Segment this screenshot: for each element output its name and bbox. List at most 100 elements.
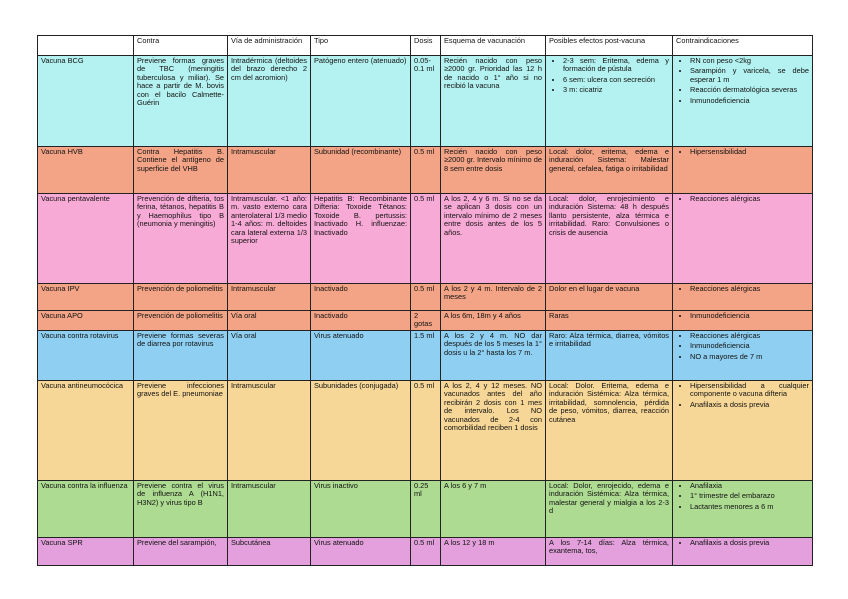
bullet-list: Hipersensibilidad a cualquier componente… (676, 382, 809, 409)
cell-content: A los 2, 4 y 6 m. Si no se da se aplican… (444, 195, 542, 237)
cell: 0.5 ml (410, 193, 441, 284)
vaccine-name: Vacuna APO (37, 310, 134, 331)
contraindications-cell: Anafilaxis a dosis previa (672, 537, 813, 566)
cell-content: Prevención de difteria, tos ferina, téta… (137, 195, 224, 229)
cell: Recién nacido con peso ≥2000 gr. Priorid… (440, 55, 546, 147)
cell: Intramuscular. <1 año: m. vasto externo … (227, 193, 311, 284)
vaccine-row: Vacuna contra la influenza Previene contr… (37, 480, 813, 538)
column-header: Posibles efectos post-vacuna (545, 35, 673, 56)
cell-content: Intramuscular (231, 382, 276, 390)
cell: Intramuscular (227, 283, 311, 311)
contraindications-cell: RN con peso <2kg Sarampión y varicela, se… (672, 55, 813, 147)
bullet-item: RN con peso <2kg (690, 57, 809, 65)
vaccine-name: Vacuna HVB (37, 146, 134, 194)
bullet-item: Inmunodeficiencia (690, 312, 809, 320)
bullet-list: Anafilaxia1° trimestre del embarazo Lacta… (676, 482, 809, 511)
cell: A los 12 y 18 m (440, 537, 546, 566)
cell-content: Virus atenuado (314, 332, 364, 340)
cell: A los 7-14 días: Alza térmica, exantema,… (545, 537, 673, 566)
bullet-item: Inmunodeficiencia (690, 96, 809, 105)
cell: Subunidad (recombinante) (310, 146, 411, 194)
cell-content: 0.5 ml (414, 539, 435, 547)
cell: 1.5 ml (410, 330, 441, 381)
cell: 2 gotas (410, 310, 441, 331)
contraindications-cell: Hipersensibilidad (672, 146, 813, 194)
cell: A los 6m, 18m y 4 años (440, 310, 546, 331)
bullet-list: Hipersensibilidad (676, 148, 809, 156)
cell: Patógeno entero (atenuado) (310, 55, 411, 147)
cell-content: Dolor en el lugar de vacuna (549, 285, 640, 293)
cell: Vía oral (227, 330, 311, 381)
vaccine-table: Contra Vía de administración Tipo Dosis Esqu… (37, 35, 813, 566)
column-header: Vía de administración (227, 35, 311, 56)
bullet-list: 2-3 sem: Eritema, edema y formación de p… (549, 57, 669, 95)
cell-content: Contra Hepatitis B. Contiene el antígeno… (137, 148, 224, 173)
bullet-item: 6 sem: ulcera con secreción (563, 75, 669, 84)
cell-content: Inactivado (314, 285, 348, 293)
vaccine-row: Vacuna IPV Prevención de poliomelitis Intr… (37, 283, 813, 311)
cell: Prevención de poliomelitis (133, 283, 228, 311)
cell-content: 2-3 sem: Eritema, edema y formación de p… (549, 57, 669, 97)
cell-content: A los 6 y 7 m (444, 482, 487, 490)
cell: Prevención de poliomelitis (133, 310, 228, 331)
cell-content: 0.05-0.1 ml (414, 57, 435, 74)
cell: Previene formas severas de diarrea por r… (133, 330, 228, 381)
cell: Virus atenuado (310, 537, 411, 566)
cell: Intradérmica (deltoides del brazo derech… (227, 55, 311, 147)
bullet-item: Anafilaxis a dosis previa (690, 539, 809, 547)
column-header: Contra (133, 35, 228, 56)
bullet-item: 2-3 sem: Eritema, edema y formación de p… (563, 57, 669, 74)
cell-content: Vía oral (231, 332, 257, 340)
bullet-list: Reacciones alérgicasInmunodeficiencia NO … (676, 332, 809, 361)
contraindications-cell: Inmunodeficiencia (672, 310, 813, 331)
cell-content: Raras (549, 312, 569, 320)
cell-content: Recién nacido con peso ≥2000 gr. Interva… (444, 148, 542, 173)
bullet-item: Lactantes menores a 6 m (690, 502, 809, 511)
cell-content: Subcutánea (231, 539, 271, 547)
cell: 2-3 sem: Eritema, edema y formación de p… (545, 55, 673, 147)
bullet-item: Reacción dermatológica severas (690, 85, 809, 94)
bullet-item: Hipersensibilidad a cualquier componente… (690, 382, 809, 399)
cell: Recién nacido con peso ≥2000 gr. Interva… (440, 146, 546, 194)
cell: A los 6 y 7 m (440, 480, 546, 538)
bullet-item: Reacciones alérgicas (690, 195, 809, 203)
vaccine-row: Vacuna HVB Contra Hepatitis B. Contiene e… (37, 146, 813, 194)
cell-content: Anafilaxis a dosis previa (676, 539, 809, 549)
cell-content: Recién nacido con peso ≥2000 gr. Priorid… (444, 57, 542, 91)
cell-content: A los 12 y 18 m (444, 539, 495, 547)
header-row: Contra Vía de administración Tipo Dosis Esqu… (37, 35, 813, 56)
vaccine-name: Vacuna IPV (37, 283, 134, 311)
cell: Intramuscular (227, 480, 311, 538)
cell-content: Hipersensibilidad a cualquier componente… (676, 382, 809, 411)
contraindications-cell: Hipersensibilidad a cualquier componente… (672, 380, 813, 481)
cell-content: 0.5 ml (414, 195, 435, 203)
cell-content: Vía oral (231, 312, 257, 320)
cell-content: Inactivado (314, 312, 348, 320)
vaccine-name: Vacuna SPR (37, 537, 134, 566)
cell-content: Previene infecciones graves del E. pneum… (137, 382, 224, 399)
cell-content: Hipersensibilidad (676, 148, 809, 158)
cell-content: A los 6m, 18m y 4 años (444, 312, 521, 320)
cell-content: Previene del sarampión, (137, 539, 217, 547)
cell-content: A los 2 y 4 m. Intervalo de 2 meses (444, 285, 542, 302)
column-header: Esquema de vacunación (440, 35, 546, 56)
cell: 0.5 ml (410, 283, 441, 311)
cell: Virus atenuado (310, 330, 411, 381)
cell: Inactivado (310, 283, 411, 311)
vaccine-row: Vacuna contra rotavirus Previene formas s… (37, 330, 813, 381)
vaccine-row: Vacuna antineumocócica Previene infeccion… (37, 380, 813, 481)
cell-content: Virus inactivo (314, 482, 358, 490)
bullet-item: 3 m: cicatriz (563, 85, 669, 94)
bullet-item: Reacciones alérgicas (690, 285, 809, 293)
cell: Prevención de difteria, tos ferina, téta… (133, 193, 228, 284)
cell: 0.25 ml (410, 480, 441, 538)
cell: Local: Dolor, enrojecido, edema e indura… (545, 480, 673, 538)
cell: Raro: Alza térmica, diarrea, vómitos e i… (545, 330, 673, 381)
cell: Intramuscular (227, 380, 311, 481)
cell: Previene infecciones graves del E. pneum… (133, 380, 228, 481)
cell: A los 2, 4 y 6 m. Si no se da se aplican… (440, 193, 546, 284)
cell-content: Intradérmica (deltoides del brazo derech… (231, 57, 307, 82)
cell: A los 2 y 4 m. Intervalo de 2 meses (440, 283, 546, 311)
